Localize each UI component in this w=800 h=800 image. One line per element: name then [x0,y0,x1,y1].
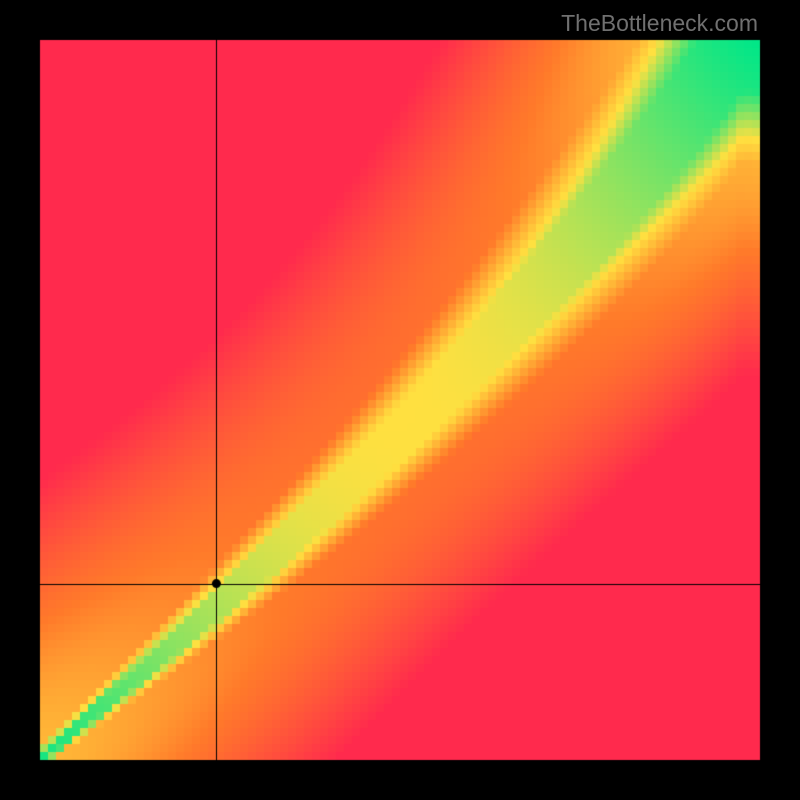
watermark-text: TheBottleneck.com [561,10,758,37]
chart-container: TheBottleneck.com [0,0,800,800]
bottleneck-heatmap [0,0,800,800]
